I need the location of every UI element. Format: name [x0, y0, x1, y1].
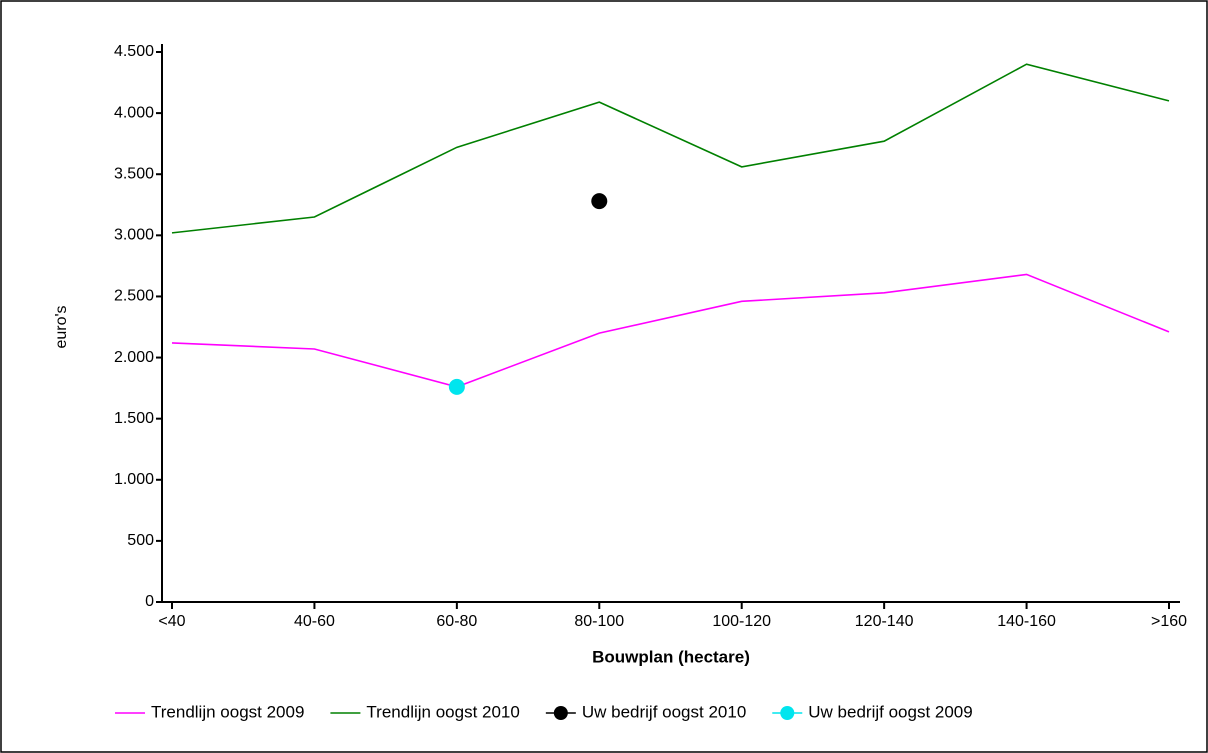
legend-marker [780, 706, 795, 720]
marker [591, 193, 608, 210]
y-tick-label: 3.500 [114, 165, 154, 182]
y-tick-label: 0 [145, 593, 154, 610]
trend-line [171, 273, 1170, 388]
x-tick-label: 120-140 [855, 613, 914, 630]
x-tick-label: <40 [158, 613, 185, 630]
y-tick-label: 2.000 [114, 349, 154, 366]
legend-marker [553, 706, 568, 720]
legend-label: Uw bedrijf oogst 2010 [582, 702, 746, 721]
marker [448, 378, 465, 395]
x-tick-label: 80-100 [574, 613, 624, 630]
legend-label: Uw bedrijf oogst 2009 [808, 702, 972, 721]
y-tick-label: 1.000 [114, 471, 154, 488]
x-tick-label: 140-160 [997, 613, 1056, 630]
y-tick-label: 3.000 [114, 227, 154, 244]
y-tick-label: 4.000 [114, 104, 154, 121]
y-tick-label: 1.500 [114, 410, 154, 427]
legend-label: Trendlijn oogst 2009 [151, 702, 304, 721]
y-tick-label: 2.500 [114, 288, 154, 305]
trend-line [171, 63, 1170, 234]
y-axis-label: euro's [53, 305, 70, 348]
x-axis-label: Bouwplan (hectare) [592, 647, 750, 666]
legend-label: Trendlijn oogst 2010 [366, 702, 519, 721]
y-tick-label: 4.500 [114, 43, 154, 60]
x-tick-label: 60-80 [436, 613, 477, 630]
x-tick-label: 100-120 [712, 613, 771, 630]
x-tick-label: >160 [1151, 613, 1187, 630]
x-tick-label: 40-60 [294, 613, 335, 630]
y-tick-label: 500 [127, 532, 154, 549]
